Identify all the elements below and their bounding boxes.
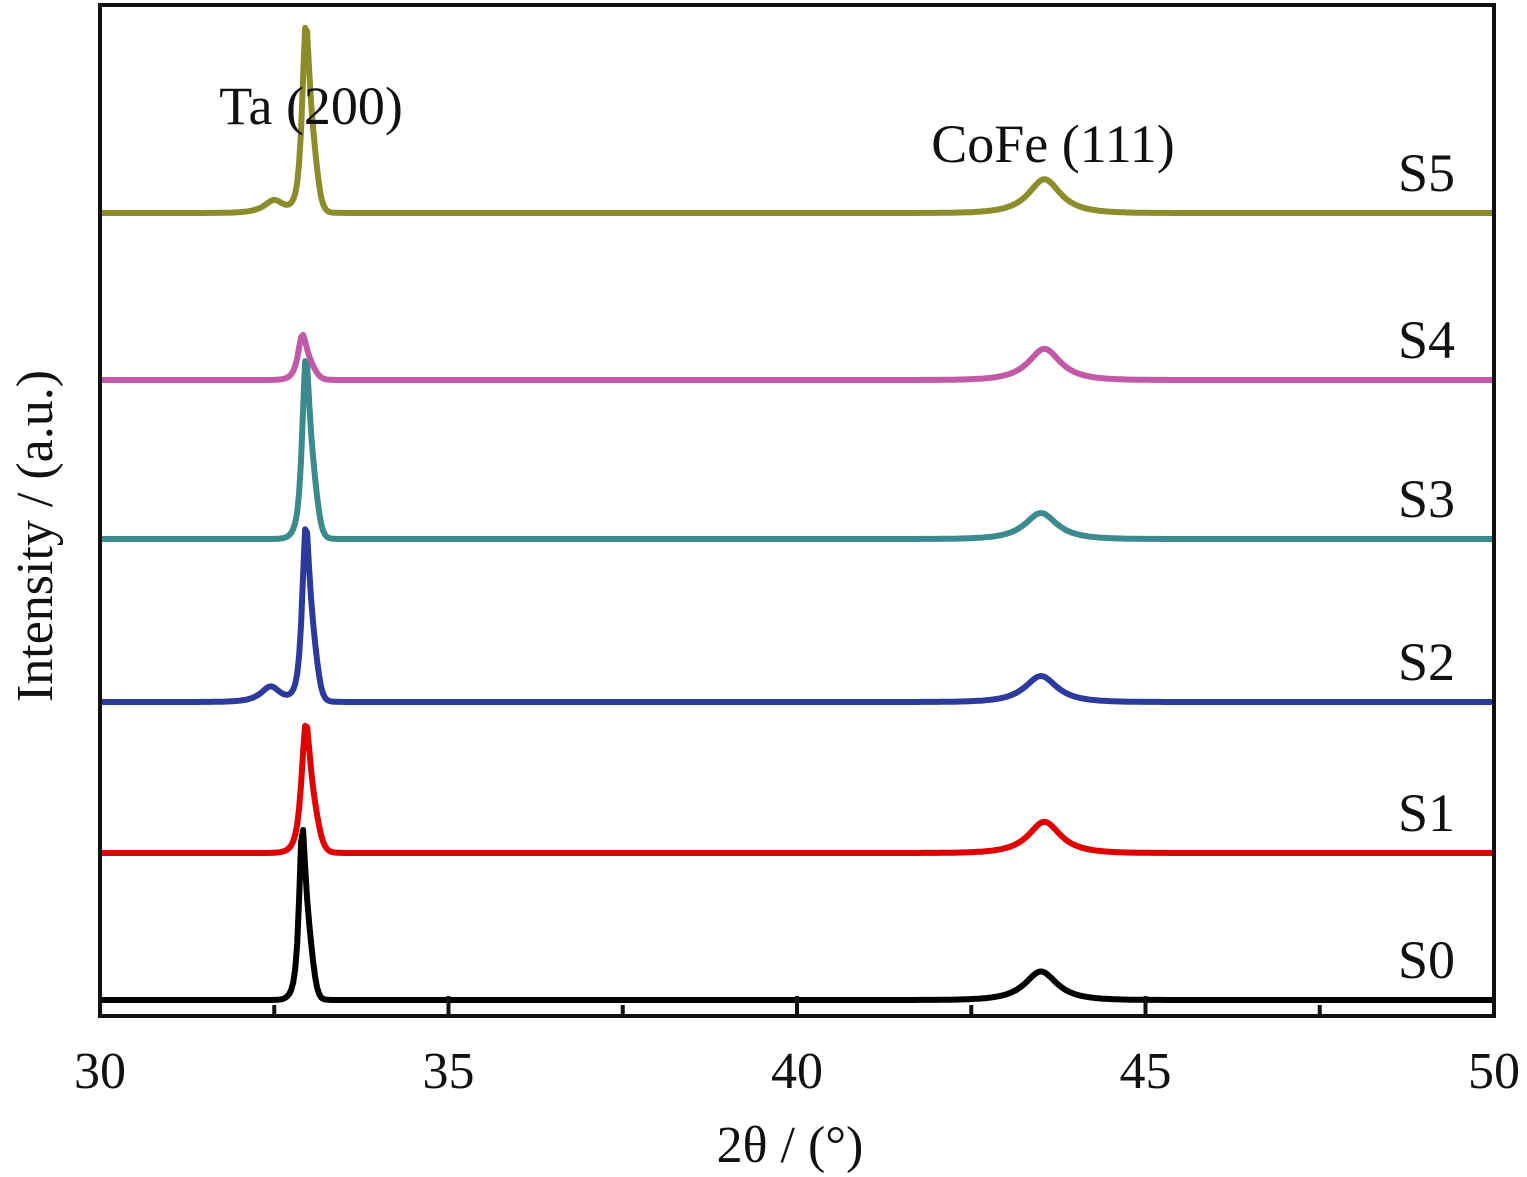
series-label-s1: S1 (1398, 783, 1455, 843)
series-label-s3: S3 (1398, 469, 1455, 529)
x-axis-ticks: 30 35 40 45 50 (74, 996, 1520, 1100)
x-tick-label: 35 (423, 1043, 475, 1100)
series-line-s1 (99, 722, 1495, 856)
series-line-s5 (99, 24, 1495, 216)
x-tick-label: 50 (1468, 1043, 1520, 1100)
x-axis-title: 2θ / (°) (717, 1117, 864, 1174)
series-line-s3 (99, 358, 1495, 542)
x-tick-label: 45 (1120, 1043, 1172, 1100)
series-line-s4 (99, 331, 1495, 383)
series-label-s0: S0 (1398, 930, 1455, 990)
peak-annotation: Ta (200) (219, 76, 403, 136)
x-tick-label: 30 (74, 1043, 126, 1100)
series-label-s4: S4 (1398, 310, 1455, 370)
series-label-s5: S5 (1398, 143, 1455, 203)
peak-annotations: Ta (200) CoFe (111) (219, 76, 1174, 174)
peak-annotation: CoFe (111) (931, 114, 1174, 174)
plot-border (98, 3, 1496, 1018)
series-layer (99, 24, 1495, 1003)
x-tick-label: 40 (771, 1043, 823, 1100)
plot-frame (98, 3, 1496, 1018)
series-line-s2 (99, 526, 1495, 705)
series-label-s2: S2 (1398, 632, 1455, 692)
y-axis-title: Intensity / (a.u.) (7, 370, 64, 702)
series-labels: S0 S1 S2 S3 S4 S5 (1398, 143, 1455, 990)
